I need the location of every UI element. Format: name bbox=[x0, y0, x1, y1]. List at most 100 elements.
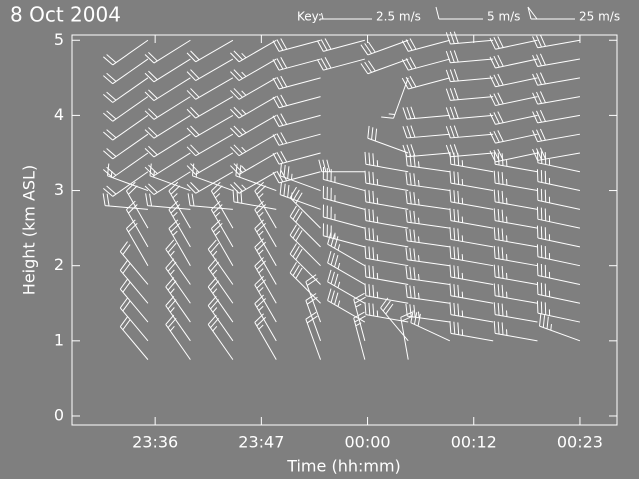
wind-barb bbox=[207, 295, 234, 342]
wind-barb bbox=[145, 193, 191, 210]
wind-barb bbox=[102, 193, 148, 210]
wind-barb bbox=[327, 250, 366, 285]
wind-barb bbox=[449, 283, 494, 304]
wind-barb bbox=[272, 132, 321, 146]
wind-barb bbox=[289, 205, 321, 248]
wind-barb bbox=[318, 159, 365, 173]
wind-barb bbox=[449, 227, 494, 248]
wind-barb bbox=[272, 169, 321, 184]
wind-barb bbox=[103, 58, 149, 85]
wind-barb bbox=[353, 311, 366, 360]
wind-barb bbox=[207, 277, 234, 323]
wind-barb bbox=[364, 189, 409, 210]
wind-barb bbox=[405, 228, 450, 248]
wind-barb bbox=[401, 38, 450, 52]
wind-barb bbox=[279, 182, 321, 210]
wind-barb bbox=[405, 172, 450, 192]
y-tick-label: 3 bbox=[54, 180, 64, 199]
y-tick-label: 1 bbox=[54, 330, 64, 349]
x-tick-label: 00:00 bbox=[344, 433, 390, 452]
wind-barb bbox=[364, 208, 409, 229]
wind-barb bbox=[272, 150, 321, 165]
wind-barb bbox=[254, 294, 277, 342]
wind-barb bbox=[232, 189, 277, 210]
wind-barb bbox=[165, 314, 191, 360]
wind-barb bbox=[493, 302, 538, 323]
wind-barb bbox=[360, 39, 409, 56]
x-axis-label: Time (hh:mm) bbox=[286, 457, 401, 476]
wind-barb bbox=[144, 77, 191, 102]
wind-barb bbox=[405, 284, 450, 304]
wind-barb bbox=[272, 94, 321, 109]
wind-barb bbox=[493, 189, 538, 210]
wind-barb bbox=[489, 148, 538, 163]
wind-barb bbox=[493, 320, 538, 342]
wind-barb bbox=[493, 264, 538, 285]
wind-barb bbox=[186, 152, 234, 175]
wind-barb bbox=[186, 133, 234, 157]
wind-barb bbox=[367, 125, 409, 154]
wind-barb bbox=[254, 219, 277, 266]
wind-barb bbox=[449, 170, 494, 192]
wind-barb bbox=[445, 106, 494, 120]
wind-barb bbox=[536, 188, 581, 210]
wind-barb bbox=[272, 113, 321, 128]
wind-barb bbox=[327, 232, 366, 267]
wind-barb bbox=[279, 163, 321, 192]
key-label: 25 m/s bbox=[579, 10, 620, 24]
wind-barb bbox=[103, 133, 149, 160]
wind-barb bbox=[230, 58, 277, 81]
wind-barb bbox=[144, 152, 191, 177]
wind-barb bbox=[532, 147, 581, 161]
wind-barb bbox=[364, 264, 409, 285]
key-barb bbox=[435, 6, 483, 20]
wind-barb bbox=[532, 91, 581, 105]
wind-barb bbox=[254, 238, 277, 285]
wind-barb bbox=[489, 111, 538, 125]
wind-barb bbox=[364, 170, 409, 192]
wind-barb bbox=[119, 241, 149, 285]
wind-barb bbox=[289, 186, 321, 229]
wind-barb bbox=[445, 50, 494, 64]
wind-barb bbox=[360, 58, 409, 75]
wind-barb bbox=[449, 189, 494, 210]
wind-barb bbox=[364, 227, 409, 248]
wind-barb bbox=[103, 114, 149, 141]
wind-barb bbox=[144, 171, 191, 195]
wind-barb bbox=[186, 58, 234, 81]
wind-barb bbox=[230, 114, 277, 138]
wind-barb bbox=[322, 185, 365, 210]
wind-barb bbox=[230, 133, 277, 157]
wind-barb bbox=[536, 206, 581, 229]
wind-barb bbox=[103, 77, 149, 103]
wind-barb bbox=[489, 54, 538, 69]
wind-barb bbox=[532, 53, 581, 68]
wind-barb bbox=[207, 239, 234, 285]
key-label: 5 m/s bbox=[487, 10, 520, 24]
wind-barb bbox=[103, 152, 149, 179]
wind-barb bbox=[402, 106, 450, 120]
wind-barb bbox=[364, 245, 409, 267]
wind-barb bbox=[125, 219, 149, 266]
wind-barb bbox=[187, 193, 233, 210]
wind-barb bbox=[401, 57, 450, 71]
wind-barb bbox=[186, 77, 234, 100]
wind-barb bbox=[230, 96, 277, 119]
x-tick-label: 00:23 bbox=[557, 433, 603, 452]
wind-barb bbox=[380, 297, 409, 342]
wind-barb bbox=[316, 57, 365, 71]
key-title: Key: bbox=[297, 10, 322, 24]
wind-barb bbox=[103, 96, 149, 122]
wind-barb bbox=[230, 171, 277, 194]
wind-barb bbox=[445, 69, 494, 83]
wind-barb bbox=[493, 208, 538, 229]
wind-barb bbox=[289, 261, 321, 304]
wind-barb bbox=[536, 169, 581, 192]
wind-barb bbox=[168, 181, 191, 229]
wind-barb bbox=[532, 109, 581, 124]
wind-barb bbox=[405, 190, 450, 210]
key-label: 2.5 m/s bbox=[376, 10, 421, 24]
wind-barb bbox=[536, 300, 581, 323]
wind-barb bbox=[327, 288, 366, 323]
wind-barb bbox=[186, 114, 234, 138]
